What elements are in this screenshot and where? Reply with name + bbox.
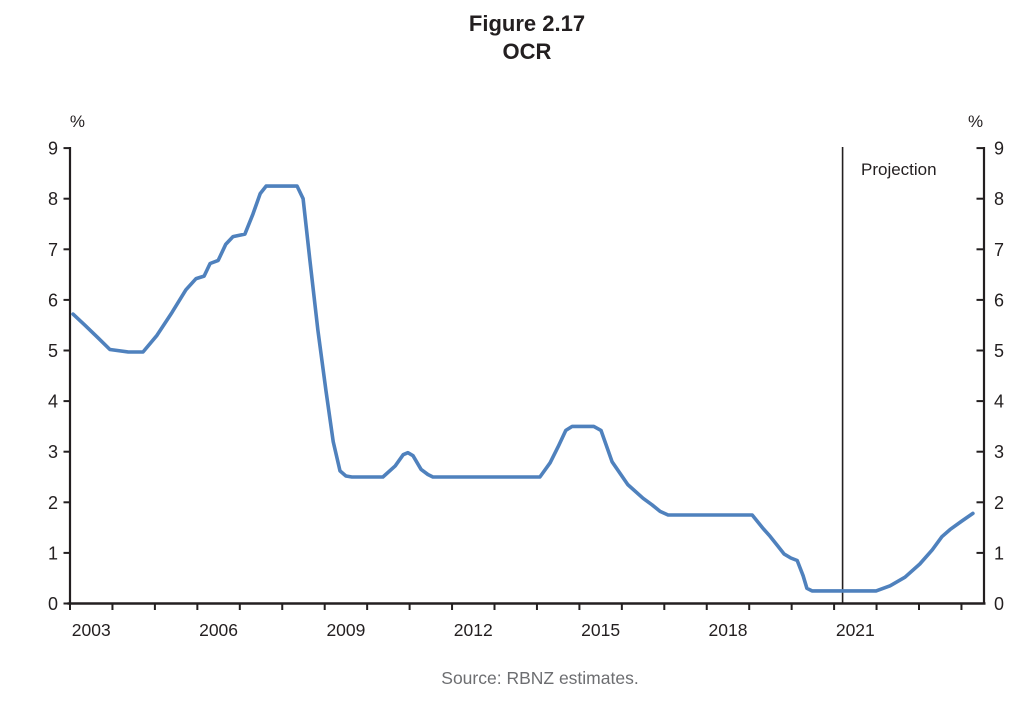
- x-tick-label: 2012: [454, 620, 493, 640]
- source-note: Source: RBNZ estimates.: [441, 668, 639, 688]
- y-tick-label-right: 7: [994, 240, 1004, 260]
- projection-annotation: Projection: [861, 160, 937, 179]
- y-tick-label-right: 4: [994, 392, 1004, 412]
- y-tick-label-left: 0: [48, 594, 58, 614]
- y-tick-label-left: 5: [48, 341, 58, 361]
- y-tick-label-right: 2: [994, 493, 1004, 513]
- x-tick-label: 2015: [581, 620, 620, 640]
- y-tick-label-left: 8: [48, 189, 58, 209]
- x-tick-label: 2018: [709, 620, 748, 640]
- y-tick-label-left: 2: [48, 493, 58, 513]
- x-tick-label: 2009: [326, 620, 365, 640]
- y-tick-label-left: 9: [48, 139, 58, 159]
- y-tick-label-right: 3: [994, 442, 1004, 462]
- x-tick-label: 2006: [199, 620, 238, 640]
- y-tick-label-left: 6: [48, 290, 58, 310]
- y-tick-label-right: 9: [994, 139, 1004, 159]
- y-tick-label-right: 8: [994, 189, 1004, 209]
- y-tick-label-left: 4: [48, 392, 58, 412]
- figure-subtitle: OCR: [502, 39, 552, 64]
- y-tick-label-right: 1: [994, 543, 1004, 563]
- figure-title: Figure 2.17: [468, 11, 586, 36]
- y-tick-label-left: 1: [48, 543, 58, 563]
- y-tick-label-left: 7: [48, 240, 58, 260]
- y-tick-label-right: 6: [994, 290, 1004, 310]
- y-tick-label-left: 3: [48, 442, 58, 462]
- x-tick-label: 2003: [72, 620, 111, 640]
- y-tick-label-right: 0: [994, 594, 1004, 614]
- y-axis-unit-right: %: [968, 112, 984, 131]
- x-tick-label: 2021: [836, 620, 875, 640]
- y-axis-unit-left: %: [69, 112, 85, 131]
- y-tick-label-right: 5: [994, 341, 1004, 361]
- ocr-line: [71, 184, 975, 593]
